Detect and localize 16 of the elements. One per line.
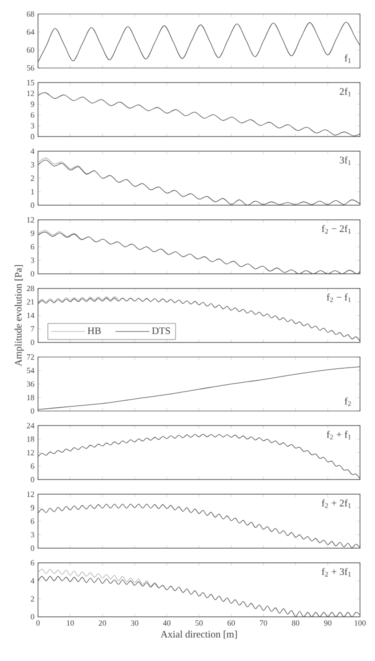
x-axis-title: Axial direction [m] xyxy=(160,630,237,639)
text: f$_{1}$ xyxy=(344,54,351,63)
chart-title: f$_{2}$ − f$_{1}$ xyxy=(326,294,351,302)
legend-label: HB xyxy=(88,327,101,334)
line-series xyxy=(38,230,89,240)
chart-title: f$_{2}$ + 2f$_{1}$ xyxy=(322,499,351,508)
chart-title: 3f$_{1}$ xyxy=(340,156,351,165)
chart-title: 2f$_{1}$ xyxy=(340,88,351,96)
text: f$_{2}$ xyxy=(344,397,351,406)
y-axis-title: Amplitude evolution [Pa] xyxy=(14,265,24,366)
chart-title: f$_{2}$ − 2f$_{1}$ xyxy=(322,224,351,234)
chart-title: f$_{2}$ + 3f$_{1}$ xyxy=(322,568,351,576)
line-series xyxy=(38,158,95,174)
line-series xyxy=(38,568,160,588)
chart-title: f$_{2}$ + f$_{1}$ xyxy=(326,430,351,440)
legend-label: DTS xyxy=(152,327,170,334)
